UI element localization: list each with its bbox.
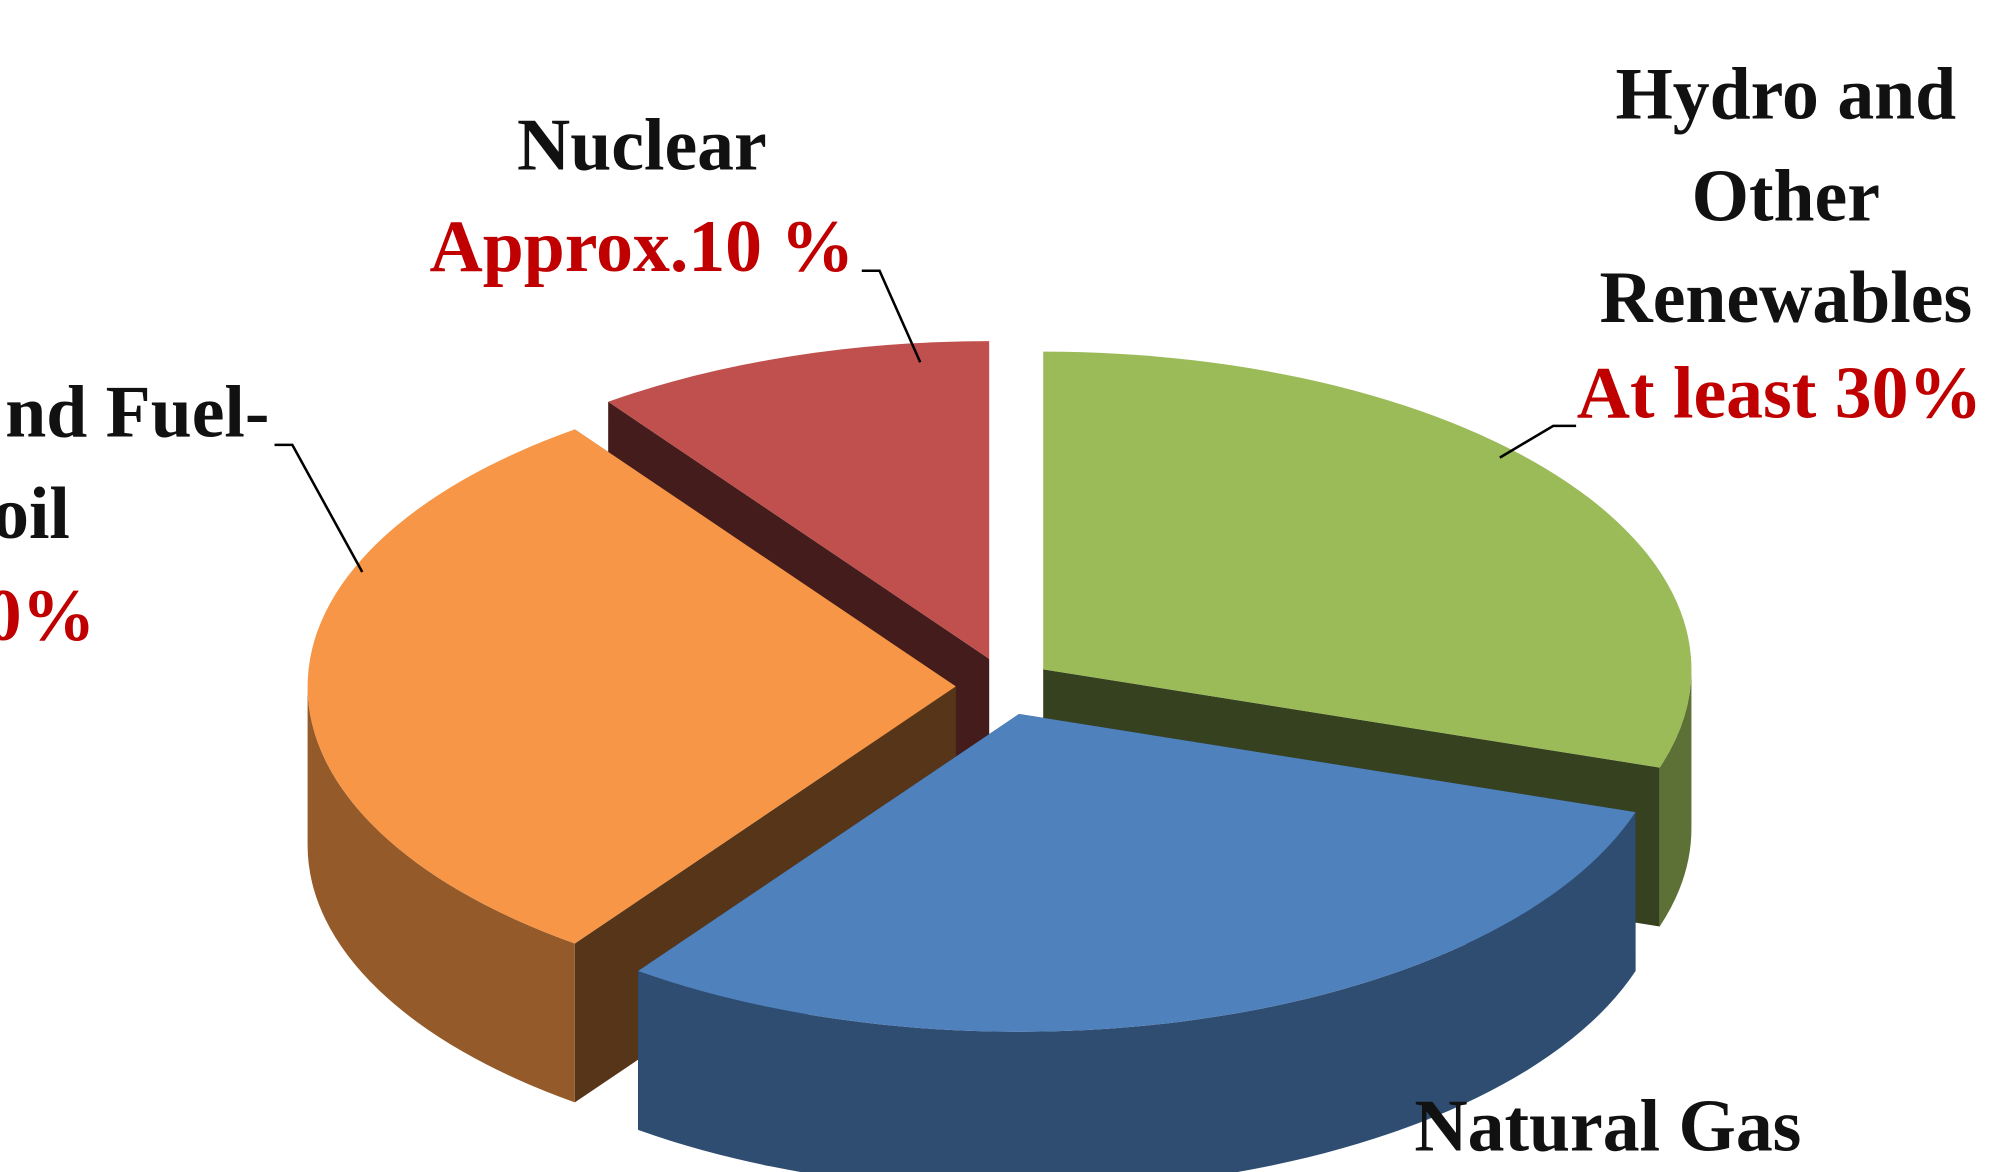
labels: Hydro and Other Renewables At least 30% Natu…	[0, 53, 1982, 1167]
slice-side	[307, 686, 575, 1103]
pie	[307, 341, 1692, 1172]
leader-line	[1499, 424, 1577, 459]
slice	[638, 713, 1636, 1032]
slice	[1043, 351, 1692, 768]
category-label: Hydro and	[1615, 53, 1956, 135]
category-label: oil	[0, 472, 70, 554]
category-label: Nuclear	[517, 103, 767, 185]
slice-side	[638, 812, 1636, 1172]
leader-line	[861, 269, 922, 363]
category-label: Renewables	[1599, 256, 1972, 338]
category-label: nd Fuel-	[5, 370, 269, 452]
category-label: Natural Gas	[1414, 1085, 1801, 1167]
leader-line	[274, 443, 364, 573]
slice-side	[1659, 669, 1692, 927]
slice	[307, 429, 956, 944]
value-label: 0%	[0, 574, 95, 656]
value-label: Approx.10 %	[430, 205, 855, 287]
value-label: At least 30%	[1577, 351, 1982, 433]
slice	[608, 341, 990, 659]
category-label: Other	[1692, 154, 1880, 236]
